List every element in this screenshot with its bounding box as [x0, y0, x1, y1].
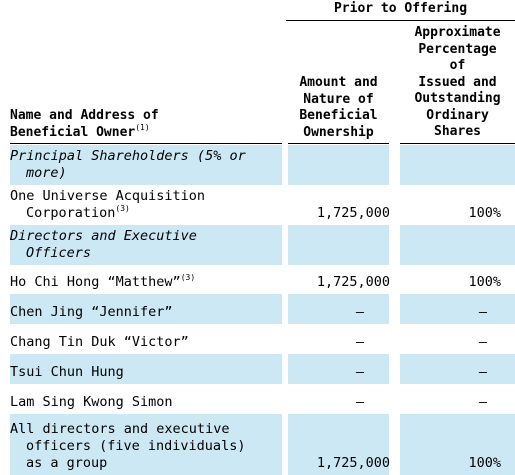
- name-line: Chang Tin Duk “Victor”: [10, 334, 189, 350]
- column-header-percentage: Approximate Percentage of Issued and Outstan…: [400, 25, 515, 141]
- name-line: Lam Sing Kwong Simon: [10, 394, 173, 410]
- owner-name: Chang Tin Duk “Victor”: [10, 334, 285, 351]
- percentage-value: 100%: [468, 205, 501, 221]
- percentage-value: 100%: [468, 455, 501, 471]
- name-line: Officers: [26, 245, 92, 261]
- name-line: Chen Jing “Jennifer”: [10, 304, 173, 320]
- owner-name: Tsui Chun Hung: [10, 364, 285, 381]
- footnote-ref: (3): [180, 273, 196, 282]
- col_amount_lines-line: Beneficial: [299, 108, 378, 123]
- table-row: Tsui Chun Hung — —: [10, 354, 515, 384]
- column-gutter: [282, 414, 288, 475]
- table-row: Chang Tin Duk “Victor” — —: [10, 324, 515, 354]
- amount-value: 1,725,000: [316, 455, 390, 471]
- column-gutter: [282, 354, 288, 384]
- name-line: as a group: [26, 455, 108, 471]
- name-header-rule: [10, 143, 282, 144]
- name-line: officers (five individuals): [26, 438, 246, 454]
- column-gutter: [389, 145, 400, 185]
- column-header-name-line1: Name and Address of: [10, 108, 159, 123]
- name-line: more): [26, 165, 67, 181]
- name-line: Ho Chi Hong “Matthew”(3): [10, 273, 196, 291]
- name-line: One Universe Acquisition: [10, 188, 206, 204]
- amount-header-rule: [288, 143, 389, 144]
- col_pct_lines-line: Percentage: [418, 41, 497, 57]
- col_pct_lines-line: Issued and: [418, 74, 497, 90]
- table-row: All directors and executive officers (fiv…: [10, 414, 515, 475]
- name-line: Corporation(3): [26, 204, 130, 222]
- group-rule: [286, 20, 515, 21]
- percentage-value: —: [478, 394, 488, 410]
- column-gutter: [389, 225, 400, 265]
- owner-name: All directors and executive officers (fiv…: [10, 421, 285, 472]
- owner-name: One Universe Acquisition Corporation(3): [10, 188, 285, 222]
- name-line: All directors and executive: [10, 421, 230, 437]
- footnote-ref: (3): [115, 204, 130, 213]
- percentage-value: —: [478, 364, 488, 380]
- name-line: Directors and Executive: [10, 228, 197, 244]
- amount-value: —: [355, 394, 365, 410]
- owner-name: Ho Chi Hong “Matthew”(3): [10, 274, 285, 291]
- amount-value: 1,725,000: [316, 205, 390, 221]
- owner-name: Lam Sing Kwong Simon: [10, 394, 285, 411]
- column-gutter: [389, 414, 400, 475]
- column-gutter: [282, 145, 288, 185]
- amount-value: —: [355, 304, 365, 320]
- table-row: Lam Sing Kwong Simon — —: [10, 384, 515, 414]
- col_pct_lines-line: Approximate: [414, 25, 501, 40]
- prior-to-offering-heading: Prior to Offering: [333, 1, 468, 16]
- col_pct_lines-line: of: [449, 58, 466, 73]
- name-line: Tsui Chun Hung: [10, 364, 124, 380]
- col_amount_lines-line: Nature of: [303, 91, 374, 107]
- column-header-name: Name and Address of Beneficial Owner(1): [10, 108, 285, 141]
- column-header-name-line2: Beneficial Owner(1): [10, 122, 150, 140]
- name-line: Principal Shareholders (5% or: [10, 148, 246, 164]
- table-row: One Universe Acquisition Corporation(3) 1,…: [10, 185, 515, 225]
- section-heading: Directors and Executive Officers: [10, 228, 285, 262]
- col_pct_lines-line: Shares: [434, 124, 481, 139]
- col_amount_lines-line: Amount and: [299, 75, 378, 90]
- column-gutter: [389, 354, 400, 384]
- table-row: Ho Chi Hong “Matthew”(3) 1,725,000 100%: [10, 265, 515, 294]
- col_pct_lines-line: Ordinary: [426, 107, 489, 123]
- column-header-amount: Amount and Nature of Beneficial Ownership: [288, 75, 389, 141]
- col_amount_lines-line: Ownership: [303, 124, 374, 140]
- percentage-value: —: [478, 334, 488, 350]
- column-gutter: [389, 294, 400, 324]
- section-heading-row: Principal Shareholders (5% or more): [10, 145, 515, 185]
- column-gutter: [282, 225, 288, 265]
- table-row: Chen Jing “Jennifer” — —: [10, 294, 515, 324]
- section-heading: Principal Shareholders (5% or more): [10, 148, 285, 182]
- section-heading-row: Directors and Executive Officers: [10, 225, 515, 265]
- owner-name: Chen Jing “Jennifer”: [10, 304, 285, 321]
- col_pct_lines-line: Outstanding: [414, 91, 501, 106]
- amount-value: —: [355, 364, 365, 380]
- column-gutter: [282, 294, 288, 324]
- percentage-value: —: [478, 304, 488, 320]
- amount-value: —: [355, 334, 365, 350]
- percentage-header-rule: [400, 143, 515, 144]
- amount-value: 1,725,000: [316, 274, 390, 290]
- footnote-ref: (1): [135, 122, 150, 132]
- percentage-value: 100%: [468, 274, 501, 290]
